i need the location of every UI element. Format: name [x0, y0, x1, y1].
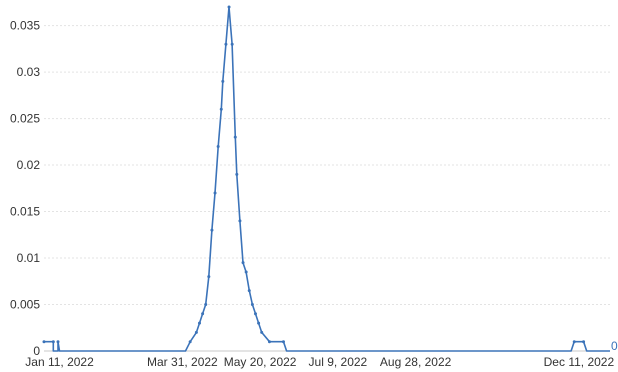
data-point — [257, 321, 261, 325]
data-point — [582, 340, 586, 344]
data-point — [238, 219, 242, 223]
y-axis: 0 0.005 0.01 0.015 0.02 0.025 0.03 0.035 — [10, 19, 40, 358]
x-axis: Jan 11, 2022 Mar 31, 2022 May 20, 2022 Jul … — [25, 355, 614, 369]
data-point — [219, 107, 223, 111]
data-point — [42, 340, 46, 344]
data-point — [207, 275, 211, 279]
data-point — [253, 312, 257, 316]
data-point — [51, 340, 55, 344]
grid — [44, 25, 610, 352]
x-tick-label: Aug 28, 2022 — [380, 355, 452, 369]
x-tick-label: May 20, 2022 — [224, 355, 297, 369]
data-point — [210, 228, 214, 232]
series-layer: 0 — [42, 5, 618, 353]
data-point — [201, 312, 205, 316]
y-tick-label: 0.005 — [10, 298, 40, 312]
data-point — [241, 261, 245, 265]
data-point — [572, 340, 576, 344]
data-point — [281, 340, 285, 344]
data-point — [247, 289, 251, 293]
x-tick-label: Jul 9, 2022 — [309, 355, 368, 369]
data-point — [233, 135, 237, 139]
data-point — [224, 42, 228, 46]
y-tick-label: 0.035 — [10, 19, 40, 33]
data-point — [260, 330, 264, 334]
data-point — [194, 330, 198, 334]
data-point — [267, 340, 271, 344]
end-value-label: 0 — [611, 339, 618, 353]
x-tick-label: Dec 11, 2022 — [544, 355, 615, 369]
x-tick-label: Jan 11, 2022 — [25, 355, 94, 369]
x-tick-label: Mar 31, 2022 — [147, 355, 218, 369]
y-tick-label: 0.03 — [17, 65, 41, 79]
data-point — [216, 144, 220, 148]
data-point — [56, 340, 60, 344]
y-tick-label: 0.02 — [17, 158, 41, 172]
data-point — [221, 79, 225, 83]
series-line — [44, 6, 610, 352]
y-tick-label: 0.01 — [17, 251, 41, 265]
data-point — [230, 42, 234, 46]
data-point — [244, 270, 248, 274]
y-tick-label: 0.025 — [10, 112, 40, 126]
data-point — [197, 321, 201, 325]
data-point — [227, 5, 231, 9]
data-point — [204, 303, 208, 307]
data-point — [188, 340, 192, 344]
y-tick-label: 0.015 — [10, 205, 40, 219]
data-point — [250, 303, 254, 307]
data-point — [235, 172, 239, 176]
y-tick-label: 0 — [33, 344, 40, 358]
data-point — [213, 191, 217, 195]
